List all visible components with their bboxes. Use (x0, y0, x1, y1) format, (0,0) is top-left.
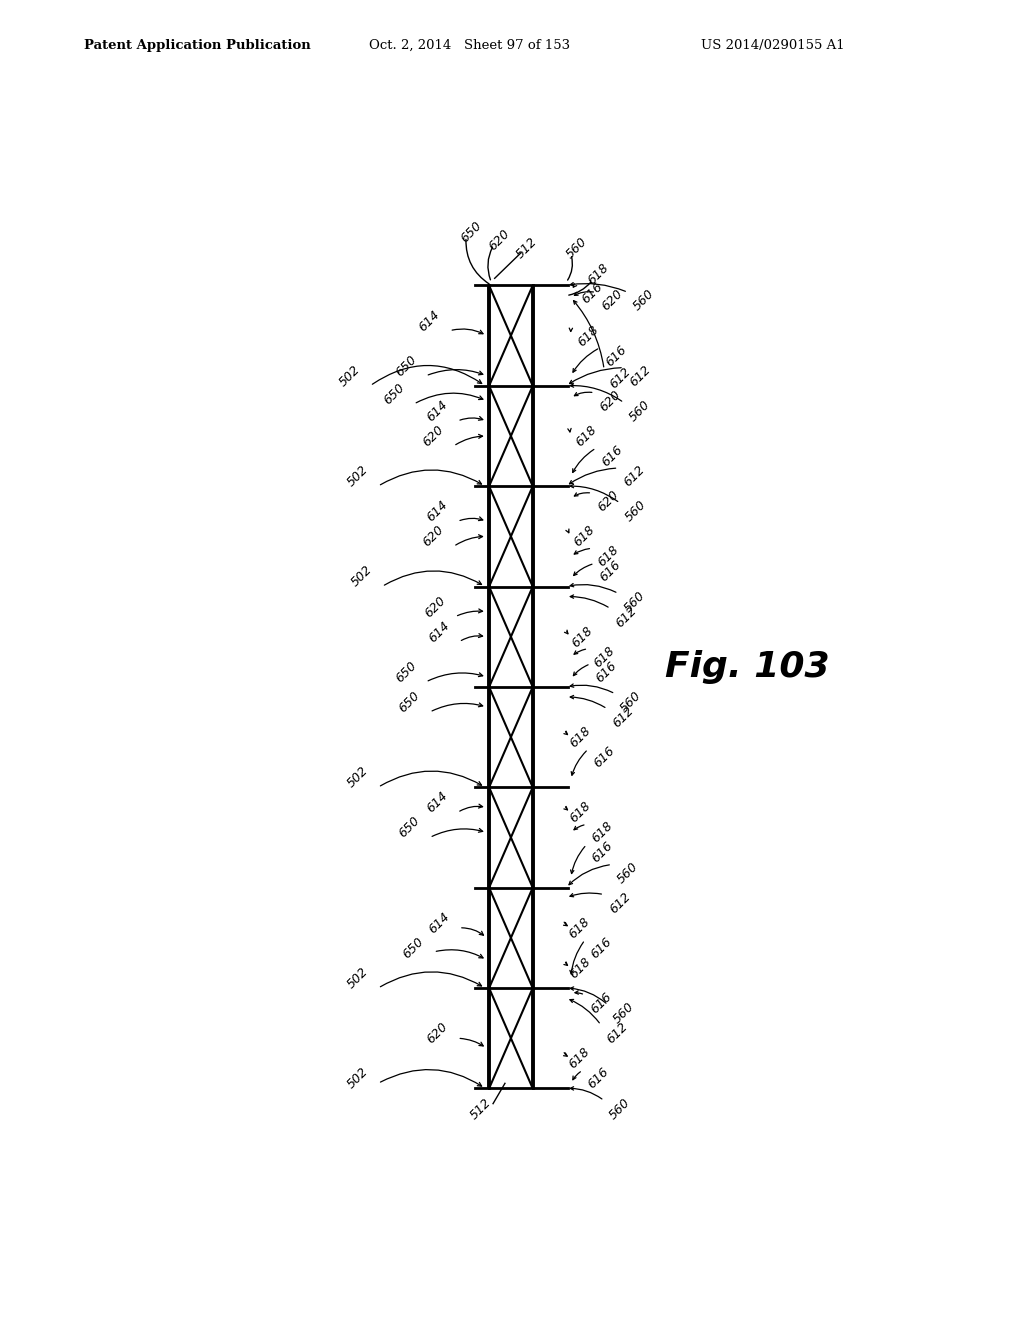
Text: 612: 612 (607, 890, 633, 916)
Text: 560: 560 (622, 589, 647, 615)
Text: 618: 618 (573, 422, 600, 449)
Text: 502: 502 (345, 965, 372, 991)
Text: 618: 618 (567, 725, 594, 750)
Text: 650: 650 (381, 381, 407, 407)
Text: 618: 618 (575, 322, 601, 348)
Text: 614: 614 (424, 498, 451, 524)
Text: US 2014/0290155 A1: US 2014/0290155 A1 (701, 38, 845, 51)
Text: Oct. 2, 2014   Sheet 97 of 153: Oct. 2, 2014 Sheet 97 of 153 (369, 38, 569, 51)
Text: 620: 620 (421, 422, 446, 449)
Text: 512: 512 (513, 235, 540, 261)
Text: 616: 616 (599, 444, 626, 469)
Text: 620: 620 (424, 1020, 451, 1047)
Text: 560: 560 (563, 235, 590, 261)
Text: 618: 618 (565, 915, 592, 941)
Text: 620: 620 (421, 523, 446, 549)
Text: 616: 616 (586, 1065, 611, 1092)
Text: 502: 502 (345, 1065, 372, 1092)
Text: Patent Application Publication: Patent Application Publication (84, 38, 310, 51)
Text: 560: 560 (618, 689, 644, 715)
Text: 612: 612 (627, 363, 653, 389)
Text: 618: 618 (595, 544, 622, 569)
Text: 616: 616 (590, 840, 615, 866)
Text: 512: 512 (468, 1096, 495, 1122)
Text: 616: 616 (588, 990, 614, 1016)
Text: 620: 620 (597, 388, 624, 414)
Text: 502: 502 (337, 363, 364, 388)
Text: 620: 620 (595, 488, 622, 515)
Text: 618: 618 (567, 954, 594, 981)
Text: 560: 560 (623, 498, 649, 524)
Text: 560: 560 (611, 1001, 637, 1026)
Text: 650: 650 (392, 659, 419, 685)
Text: 650: 650 (400, 935, 427, 961)
Text: 614: 614 (426, 909, 453, 936)
Text: 612: 612 (607, 364, 633, 391)
Text: 616: 616 (603, 343, 629, 368)
Text: 560: 560 (614, 859, 641, 886)
Text: 502: 502 (349, 564, 375, 590)
Text: 618: 618 (567, 800, 594, 825)
Text: 560: 560 (631, 288, 657, 314)
Text: 618: 618 (569, 623, 595, 649)
Text: 614: 614 (417, 308, 442, 334)
Text: 612: 612 (622, 463, 647, 490)
Text: 502: 502 (345, 463, 372, 490)
Text: 650: 650 (396, 814, 423, 841)
Text: 618: 618 (590, 820, 615, 846)
Text: 560: 560 (627, 397, 653, 424)
Text: 620: 620 (486, 227, 512, 253)
Text: 650: 650 (396, 689, 423, 715)
Text: 618: 618 (585, 261, 611, 288)
Text: 614: 614 (424, 397, 451, 424)
Text: 616: 616 (580, 280, 605, 306)
Text: 616: 616 (594, 659, 620, 685)
Text: 616: 616 (597, 558, 624, 585)
Text: 616: 616 (588, 935, 614, 961)
Text: 620: 620 (599, 288, 626, 314)
Text: 560: 560 (607, 1096, 633, 1122)
Text: 614: 614 (424, 789, 451, 816)
Text: 612: 612 (610, 704, 636, 730)
Text: 618: 618 (591, 644, 617, 669)
Text: 650: 650 (459, 219, 484, 244)
Text: 614: 614 (426, 619, 453, 644)
Text: 612: 612 (604, 1020, 630, 1047)
Text: 618: 618 (565, 1045, 592, 1072)
Text: 650: 650 (392, 352, 419, 379)
Text: 502: 502 (345, 764, 372, 791)
Text: 620: 620 (422, 594, 449, 619)
Text: 618: 618 (571, 523, 597, 549)
Text: Fig. 103: Fig. 103 (665, 649, 829, 684)
Text: 612: 612 (613, 603, 639, 630)
Text: 616: 616 (591, 744, 617, 771)
